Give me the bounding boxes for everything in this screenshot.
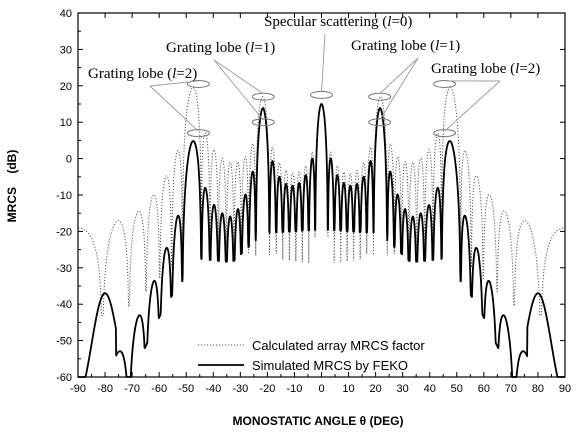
y-tick-label: -60 <box>56 372 72 384</box>
x-tick-label: 50 <box>451 383 463 395</box>
legend-label-feko: Simulated MRCS by FEKO <box>252 358 408 373</box>
annotation-gl2-right: Grating lobe (l=2) <box>431 61 540 77</box>
y-tick-label: 20 <box>60 81 72 93</box>
legend: Calculated array MRCS factor Simulated M… <box>198 338 425 373</box>
x-tick-label: -70 <box>124 383 140 395</box>
annotation-ellipse <box>369 93 391 100</box>
x-tick-label: -60 <box>151 383 167 395</box>
annotation-spec: Specular scattering (l=0) <box>264 14 412 30</box>
y-tick-label: -20 <box>56 226 72 238</box>
annotation-gl2-left: Grating lobe (l=2) <box>88 66 197 82</box>
y-tick-label: 10 <box>60 117 72 129</box>
y-tick-label: 0 <box>66 154 72 166</box>
y-axis-title: MRCS (dB) <box>5 150 19 223</box>
x-tick-label: 10 <box>342 383 354 395</box>
annotation-ellipse <box>311 91 333 98</box>
y-tick-labels: 40 30 20 10 0 -10 -20 -30 -40 -50 -60 <box>56 8 72 384</box>
x-tick-label: 90 <box>559 383 571 395</box>
x-tick-labels: -90 -80 -70 -60 -50 -40 -30 -20 -10 0 10 20 30 40 50 60… <box>70 383 571 395</box>
annotation-leader <box>445 81 500 131</box>
annotation-gl1-left: Grating lobe (l=1) <box>166 40 275 56</box>
annotation-leader <box>150 86 198 131</box>
series-layer <box>78 88 565 377</box>
y-tick-label: -30 <box>56 263 72 275</box>
x-tick-label: 80 <box>532 383 544 395</box>
y-tick-label: -10 <box>56 190 72 202</box>
x-tick-label: -50 <box>178 383 194 395</box>
annotation-leader <box>214 60 263 120</box>
legend-label-calculated: Calculated array MRCS factor <box>252 338 425 353</box>
series-simulated-feko <box>78 104 565 377</box>
y-tick-label: 40 <box>60 8 72 20</box>
x-tick-label: -90 <box>70 383 86 395</box>
annotation-leader <box>322 34 326 92</box>
y-tick-label: -50 <box>56 336 72 348</box>
x-tick-label: -30 <box>232 383 248 395</box>
x-tick-label: 60 <box>478 383 490 395</box>
y-tick-label: -40 <box>56 299 72 311</box>
x-tick-label: -20 <box>259 383 275 395</box>
x-tick-label: -80 <box>97 383 113 395</box>
x-tick-label: 30 <box>397 383 409 395</box>
x-axis-title: MONOSTATIC ANGLE θ (DEG) <box>233 414 404 428</box>
series-calculated-array-factor <box>78 88 565 316</box>
annotation-leader <box>380 58 418 120</box>
annotation-ellipse <box>434 80 456 87</box>
x-tick-label: 40 <box>424 383 436 395</box>
annotation-gl1-right: Grating lobe (l=1) <box>351 38 460 54</box>
x-tick-label: -10 <box>286 383 302 395</box>
x-tick-label: 20 <box>369 383 381 395</box>
x-tick-label: 70 <box>505 383 517 395</box>
annotations: Grating lobe (l=2) Grating lobe (l=1) Spec… <box>88 14 540 82</box>
annotation-leader <box>214 60 263 94</box>
y-tick-label: 30 <box>60 44 72 56</box>
x-tick-label: 0 <box>318 383 324 395</box>
x-tick-label: -40 <box>205 383 221 395</box>
